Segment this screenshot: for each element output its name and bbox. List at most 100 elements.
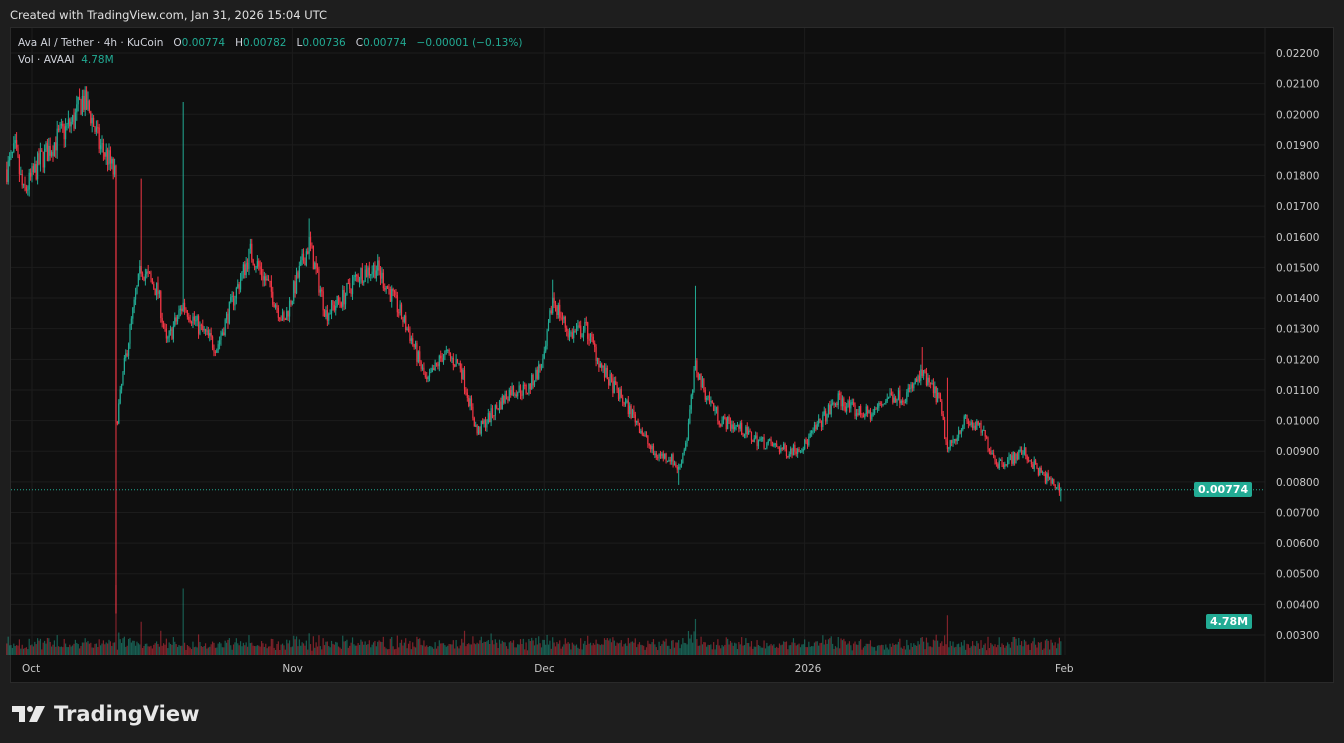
volume-bar	[519, 639, 522, 655]
candle-body	[865, 406, 867, 415]
candle-body	[286, 311, 288, 320]
candle-body	[245, 262, 247, 276]
candle-body	[949, 440, 951, 448]
candle-body	[169, 328, 172, 331]
volume-bar	[256, 645, 258, 655]
volume-bar	[1054, 642, 1056, 655]
volume-bar	[330, 640, 333, 655]
candle-body	[259, 266, 261, 269]
volume-bar	[293, 635, 295, 655]
candle-body	[563, 316, 565, 320]
volume-bar	[1018, 637, 1020, 655]
volume-bar	[24, 647, 26, 655]
candle-body	[172, 326, 174, 339]
candle-body	[1014, 452, 1016, 464]
volume-bar	[613, 640, 615, 655]
candle-body	[125, 353, 127, 359]
candle-body	[755, 435, 757, 439]
candle-body	[965, 415, 967, 417]
candle-body	[342, 290, 344, 307]
candle-body	[202, 325, 204, 331]
candle-body	[612, 378, 614, 394]
candle-body	[889, 392, 891, 398]
candle-body	[214, 351, 216, 353]
candle-body	[391, 288, 393, 302]
candle-body	[255, 267, 257, 269]
candle-body	[181, 308, 183, 311]
candle-body	[876, 407, 879, 410]
volume-bar	[973, 645, 975, 655]
candle-body	[493, 415, 495, 417]
volume-bar	[531, 637, 533, 655]
volume-bar	[781, 644, 783, 655]
volume-bar	[424, 646, 426, 655]
candle-body	[560, 317, 562, 319]
candle-body	[332, 300, 334, 306]
symbol-title[interactable]: Ava AI / Tether · 4h · KuCoin	[18, 37, 164, 49]
candle-body	[462, 369, 464, 379]
candle-body	[601, 363, 603, 368]
volume-label[interactable]: Vol · AVAAI	[18, 54, 75, 66]
candle-body	[515, 394, 517, 397]
volume-bar	[318, 635, 320, 655]
volume-bar	[601, 644, 603, 655]
candle-body	[844, 406, 846, 412]
volume-bar	[652, 639, 655, 655]
volume-bar	[777, 647, 779, 655]
volume-bar	[967, 644, 970, 655]
volume-bar	[787, 649, 789, 655]
candle-body	[868, 410, 870, 414]
candle-body	[16, 140, 18, 148]
candle-body	[809, 433, 811, 437]
volume-bar	[690, 634, 692, 655]
candle-body	[148, 272, 151, 274]
candle-body	[363, 281, 365, 283]
volume-bar	[416, 636, 418, 655]
candle-body	[487, 413, 489, 423]
volume-bar	[448, 643, 450, 655]
last-price-badge: 0.00774	[1194, 482, 1253, 497]
candle-body	[95, 127, 97, 132]
volume-bar	[9, 645, 11, 655]
candle-body	[714, 409, 716, 411]
candle-body	[392, 288, 394, 292]
candle-body	[430, 372, 432, 374]
volume-bar	[440, 643, 442, 655]
volume-bar	[1001, 643, 1003, 655]
candle-body	[664, 453, 666, 459]
volume-bar	[122, 638, 124, 655]
x-tick-label: Dec	[534, 663, 555, 675]
volume-bar	[633, 642, 635, 655]
volume-bar	[634, 638, 636, 655]
candle-body	[776, 443, 778, 447]
volume-bar	[753, 646, 755, 655]
candle-body	[183, 302, 186, 310]
volume-bar	[883, 649, 886, 655]
volume-bar	[360, 639, 362, 655]
candle-body	[743, 434, 746, 437]
candle-body	[567, 330, 569, 338]
volume-bar	[916, 645, 918, 655]
volume-bar	[337, 646, 340, 655]
volume-bar	[816, 641, 818, 655]
volume-bar	[776, 646, 778, 655]
volume-bar	[547, 644, 550, 655]
candle-body	[56, 128, 58, 151]
volume-bar	[73, 643, 75, 655]
candle-body	[724, 416, 726, 419]
candle-body	[833, 403, 835, 406]
volume-bar	[610, 642, 613, 655]
volume-bar	[38, 640, 40, 655]
volume-bar	[554, 646, 557, 655]
candle-body	[797, 448, 799, 454]
candle-body	[692, 389, 694, 395]
volume-bar	[28, 638, 30, 655]
candle-body	[883, 403, 886, 405]
volume-bar	[340, 648, 342, 655]
volume-bar	[31, 644, 33, 655]
tradingview-logo[interactable]: TradingView	[12, 702, 199, 726]
volume-bar	[1039, 642, 1041, 655]
candle-body	[930, 382, 932, 385]
candle-body	[1002, 464, 1005, 468]
